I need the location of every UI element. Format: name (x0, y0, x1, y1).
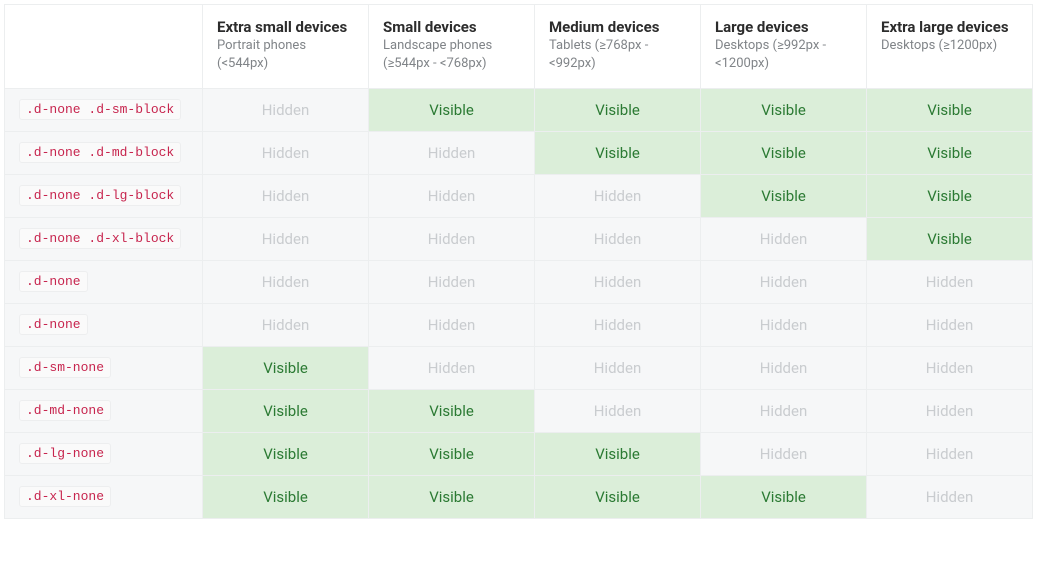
col-title: Extra large devices (881, 17, 1018, 37)
visibility-cell: Hidden (203, 217, 369, 260)
col-header-md: Medium devices Tablets (≥768px - <992px) (535, 5, 701, 89)
visibility-cell: Visible (701, 88, 867, 131)
col-header-xs: Extra small devices Portrait phones (<54… (203, 5, 369, 89)
visibility-cell: Visible (369, 432, 535, 475)
visibility-cell: Visible (203, 432, 369, 475)
visibility-cell: Hidden (535, 303, 701, 346)
table-body: .d-none .d-sm-blockHiddenVisibleVisibleV… (5, 88, 1033, 518)
visibility-classes-table: Extra small devices Portrait phones (<54… (4, 4, 1033, 519)
col-header-sm: Small devices Landscape phones (≥544px -… (369, 5, 535, 89)
visibility-cell: Hidden (867, 303, 1033, 346)
visibility-cell: Visible (701, 174, 867, 217)
col-header-xl: Extra large devices Desktops (≥1200px) (867, 5, 1033, 89)
visibility-cell: Hidden (203, 88, 369, 131)
col-header-lg: Large devices Desktops (≥992px - <1200px… (701, 5, 867, 89)
table-row: .d-xl-noneVisibleVisibleVisibleVisibleHi… (5, 475, 1033, 518)
visibility-cell: Visible (369, 389, 535, 432)
class-code: .d-none .d-lg-block (19, 185, 181, 206)
table-row: .d-lg-noneVisibleVisibleVisibleHiddenHid… (5, 432, 1033, 475)
col-sub: Tablets (≥768px - <992px) (549, 37, 686, 73)
corner-cell (5, 5, 203, 89)
visibility-cell: Hidden (369, 260, 535, 303)
table-row: .d-md-noneVisibleVisibleHiddenHiddenHidd… (5, 389, 1033, 432)
col-sub: Desktops (≥992px - <1200px) (715, 37, 852, 73)
class-code: .d-none .d-sm-block (19, 99, 181, 120)
col-sub: Portrait phones (<544px) (217, 37, 354, 73)
row-header: .d-md-none (5, 389, 203, 432)
visibility-cell: Hidden (203, 303, 369, 346)
col-sub: Desktops (≥1200px) (881, 37, 1018, 55)
class-code: .d-none .d-xl-block (19, 228, 181, 249)
visibility-cell: Hidden (203, 260, 369, 303)
col-title: Small devices (383, 17, 520, 37)
col-title: Extra small devices (217, 17, 354, 37)
table-row: .d-none .d-md-blockHiddenHiddenVisibleVi… (5, 131, 1033, 174)
row-header: .d-none .d-lg-block (5, 174, 203, 217)
visibility-cell: Visible (369, 88, 535, 131)
table-row: .d-none .d-lg-blockHiddenHiddenHiddenVis… (5, 174, 1033, 217)
row-header: .d-sm-none (5, 346, 203, 389)
class-code: .d-sm-none (19, 357, 111, 378)
visibility-cell: Hidden (369, 217, 535, 260)
row-header: .d-none (5, 303, 203, 346)
visibility-cell: Hidden (203, 174, 369, 217)
table-row: .d-noneHiddenHiddenHiddenHiddenHidden (5, 303, 1033, 346)
visibility-cell: Hidden (701, 432, 867, 475)
visibility-cell: Visible (701, 475, 867, 518)
visibility-cell: Hidden (535, 260, 701, 303)
visibility-cell: Hidden (203, 131, 369, 174)
visibility-cell: Hidden (867, 346, 1033, 389)
visibility-cell: Visible (535, 88, 701, 131)
row-header: .d-none (5, 260, 203, 303)
row-header: .d-none .d-xl-block (5, 217, 203, 260)
visibility-cell: Hidden (867, 260, 1033, 303)
visibility-cell: Hidden (369, 174, 535, 217)
visibility-cell: Hidden (535, 389, 701, 432)
visibility-cell: Hidden (701, 303, 867, 346)
class-code: .d-xl-none (19, 486, 111, 507)
table-row: .d-noneHiddenHiddenHiddenHiddenHidden (5, 260, 1033, 303)
visibility-cell: Hidden (867, 475, 1033, 518)
visibility-cell: Visible (867, 88, 1033, 131)
row-header: .d-none .d-md-block (5, 131, 203, 174)
row-header: .d-none .d-sm-block (5, 88, 203, 131)
visibility-cell: Hidden (867, 389, 1033, 432)
class-code: .d-md-none (19, 400, 111, 421)
visibility-cell: Visible (203, 346, 369, 389)
visibility-cell: Visible (203, 475, 369, 518)
row-header: .d-lg-none (5, 432, 203, 475)
visibility-cell: Hidden (369, 303, 535, 346)
visibility-cell: Hidden (535, 346, 701, 389)
visibility-cell: Visible (535, 131, 701, 174)
table-header-row: Extra small devices Portrait phones (<54… (5, 5, 1033, 89)
visibility-cell: Visible (867, 131, 1033, 174)
visibility-cell: Hidden (701, 260, 867, 303)
class-code: .d-none .d-md-block (19, 142, 181, 163)
col-sub: Landscape phones (≥544px - <768px) (383, 37, 520, 73)
row-header: .d-xl-none (5, 475, 203, 518)
visibility-cell: Visible (867, 217, 1033, 260)
visibility-cell: Hidden (369, 346, 535, 389)
visibility-cell: Visible (535, 475, 701, 518)
class-code: .d-none (19, 271, 88, 292)
table-row: .d-none .d-sm-blockHiddenVisibleVisibleV… (5, 88, 1033, 131)
table-row: .d-sm-noneVisibleHiddenHiddenHiddenHidde… (5, 346, 1033, 389)
visibility-cell: Hidden (369, 131, 535, 174)
visibility-cell: Visible (203, 389, 369, 432)
visibility-cell: Hidden (535, 174, 701, 217)
col-title: Large devices (715, 17, 852, 37)
visibility-cell: Hidden (701, 346, 867, 389)
class-code: .d-lg-none (19, 443, 111, 464)
visibility-cell: Visible (867, 174, 1033, 217)
visibility-cell: Visible (369, 475, 535, 518)
visibility-cell: Hidden (535, 217, 701, 260)
visibility-cell: Hidden (701, 217, 867, 260)
visibility-cell: Hidden (867, 432, 1033, 475)
visibility-cell: Hidden (701, 389, 867, 432)
visibility-cell: Visible (535, 432, 701, 475)
visibility-cell: Visible (701, 131, 867, 174)
col-title: Medium devices (549, 17, 686, 37)
table-row: .d-none .d-xl-blockHiddenHiddenHiddenHid… (5, 217, 1033, 260)
class-code: .d-none (19, 314, 88, 335)
